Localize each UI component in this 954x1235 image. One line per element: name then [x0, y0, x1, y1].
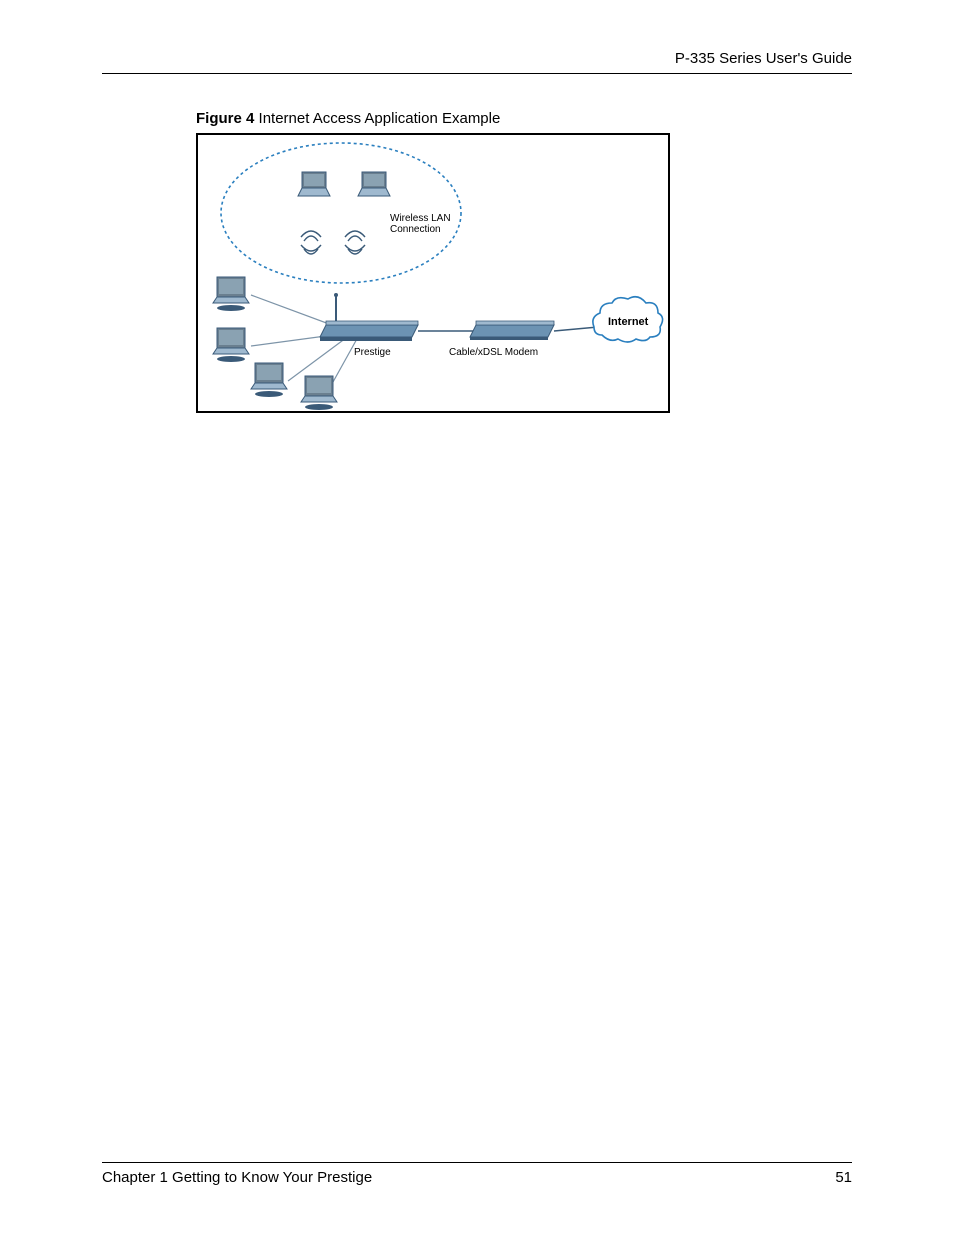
figure-label-rest: Internet Access Application Example [254, 110, 500, 127]
top-rule [102, 73, 852, 74]
wifi-icon [345, 231, 365, 254]
figure-box: Wireless LAN Connection Prestige [196, 133, 670, 413]
router-icon [320, 293, 418, 341]
figure-caption: Figure 4 Internet Access Application Exa… [196, 110, 852, 127]
laptop-icon [358, 172, 390, 196]
modem-label: Cable/xDSL Modem [449, 347, 538, 358]
running-head: P-335 Series User's Guide [102, 50, 852, 67]
footer-page-number: 51 [835, 1169, 852, 1186]
wireless-lan-label-line1: Wireless LAN [390, 213, 451, 224]
lan-link [288, 335, 350, 381]
desktop-icon [301, 376, 337, 410]
footer-chapter: Chapter 1 Getting to Know Your Prestige [102, 1169, 372, 1186]
internet-label: Internet [608, 316, 649, 328]
figure-label-bold: Figure 4 [196, 110, 254, 127]
bottom-rule [102, 1162, 852, 1163]
wifi-icon [301, 231, 321, 254]
prestige-label: Prestige [354, 347, 391, 358]
modem-icon [470, 321, 554, 340]
laptop-icon [298, 172, 330, 196]
desktop-icon [251, 363, 287, 397]
desktop-icon [213, 328, 249, 362]
wireless-lan-label-line2: Connection [390, 224, 441, 235]
network-diagram: Wireless LAN Connection Prestige [198, 135, 668, 411]
desktop-icon [213, 277, 249, 311]
internet-link [554, 327, 598, 331]
